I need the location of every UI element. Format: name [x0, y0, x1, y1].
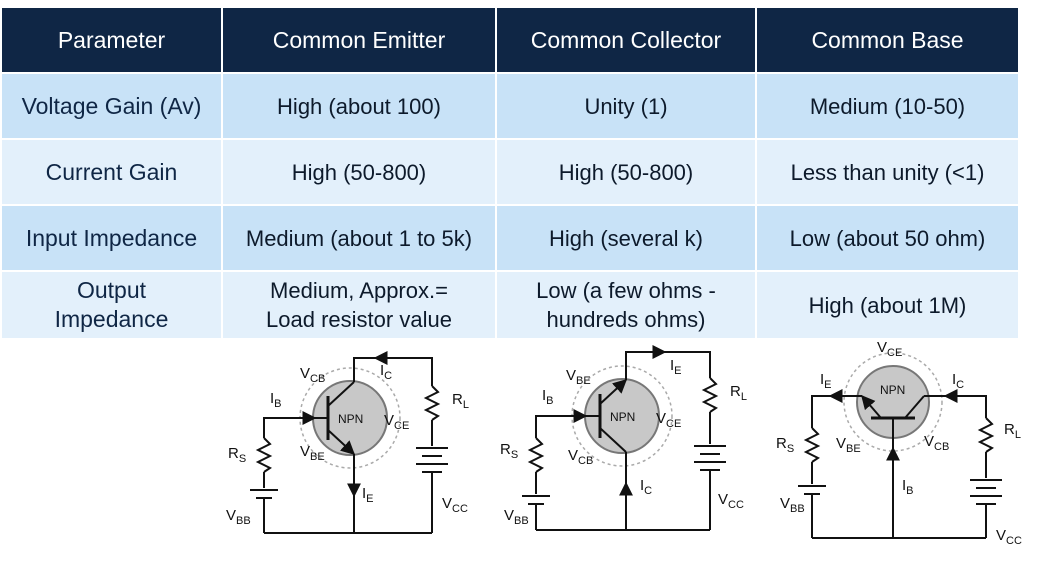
comparison-table: Parameter Common Emitter Common Collecto… [2, 8, 1018, 338]
cell-ce: High (about 100) [221, 72, 496, 139]
header-common-collector: Common Collector [495, 8, 756, 73]
row-label: Voltage Gain (Av) [2, 72, 222, 139]
label-vbb: VBB [780, 495, 805, 515]
label-ie: IE [670, 357, 682, 377]
label-ie: IE [820, 371, 832, 391]
common-collector-labels: NPN VBE IE IB VCE VCB RS RL IC VBB VCC [500, 357, 747, 527]
cell-ce: Medium (about 1 to 5k) [221, 204, 496, 271]
table-row: Input Impedance Medium (about 1 to 5k) H… [2, 204, 1018, 271]
cell-cb: Low (about 50 ohm) [755, 204, 1018, 271]
cell-cc: High (several k) [495, 204, 756, 271]
label-vbb: VBB [226, 507, 251, 527]
cell-ce: High (50-800) [221, 138, 496, 205]
label-vce: VCE [877, 339, 902, 359]
label-vce: VCE [656, 410, 681, 430]
circuit-diagrams: NPN VCB IC IB VCE VBE RS RL IE VBB VCC [226, 339, 1022, 547]
cell-cb: Medium (10-50) [755, 72, 1018, 139]
label-rs: RS [776, 435, 794, 455]
label-vcb: VCB [924, 433, 949, 453]
label-ic: IC [640, 477, 652, 497]
common-base-circuit [798, 352, 1002, 539]
npn-label: NPN [338, 412, 363, 426]
table-row: Voltage Gain (Av) High (about 100) Unity… [2, 72, 1018, 139]
label-ic: IC [380, 362, 392, 382]
label-vcb: VCB [568, 447, 593, 467]
row-label-line1: Output [76, 277, 147, 303]
cell-cc-line1: Low (a few ohms - [536, 278, 716, 303]
label-vce: VCE [384, 412, 409, 432]
header-common-emitter: Common Emitter [221, 8, 496, 73]
label-vcc: VCC [996, 527, 1022, 547]
label-vbe: VBE [836, 435, 861, 455]
label-vbe: VBE [566, 367, 591, 387]
label-rs: RS [228, 445, 246, 465]
label-rs: RS [500, 441, 518, 461]
label-vbb: VBB [504, 507, 529, 527]
label-rl: RL [730, 383, 747, 403]
common-emitter-labels: NPN VCB IC IB VCE VBE RS RL IE VBB VCC [226, 362, 469, 527]
row-label: Output Impedance [2, 270, 222, 338]
row-label-line2: Impedance [54, 306, 169, 332]
row-label: Input Impedance [2, 204, 222, 271]
label-vcc: VCC [442, 495, 468, 515]
cell-cb: High (about 1M) [755, 270, 1018, 338]
npn-label: NPN [880, 383, 905, 397]
table-row: Output Impedance Medium, Approx.= Load res… [2, 270, 1018, 338]
cell-cc-line2: hundreds ohms) [546, 307, 706, 332]
cell-cb: Less than unity (<1) [755, 138, 1018, 205]
cell-ce: Medium, Approx.= Load resistor value [221, 270, 496, 338]
cell-cc: Unity (1) [495, 72, 756, 139]
common-base-labels: NPN VCE IE IC VBE VCB RS RL IB VBB VCC [776, 339, 1022, 547]
header-parameter: Parameter [2, 8, 222, 73]
cell-ce-line2: Load resistor value [266, 307, 452, 332]
label-rl: RL [1004, 421, 1021, 441]
label-vcb: VCB [300, 365, 325, 385]
cell-cc: Low (a few ohms - hundreds ohms) [495, 270, 756, 338]
table-row: Current Gain High (50-800) High (50-800)… [2, 138, 1018, 205]
label-vcc: VCC [718, 491, 744, 511]
row-label: Current Gain [2, 138, 222, 205]
label-ic: IC [952, 371, 964, 391]
label-ie: IE [362, 485, 374, 505]
label-ib: IB [902, 477, 914, 497]
npn-label: NPN [610, 410, 635, 424]
common-collector-circuit [522, 345, 726, 531]
label-rl: RL [452, 391, 469, 411]
common-emitter-circuit [250, 351, 448, 534]
cell-ce-line1: Medium, Approx.= [270, 278, 448, 303]
cell-cc: High (50-800) [495, 138, 756, 205]
header-row: Parameter Common Emitter Common Collecto… [2, 8, 1018, 73]
header-common-base: Common Base [755, 8, 1018, 73]
label-vbe: VBE [300, 443, 325, 463]
label-ib: IB [542, 387, 554, 407]
label-ib: IB [270, 390, 282, 410]
